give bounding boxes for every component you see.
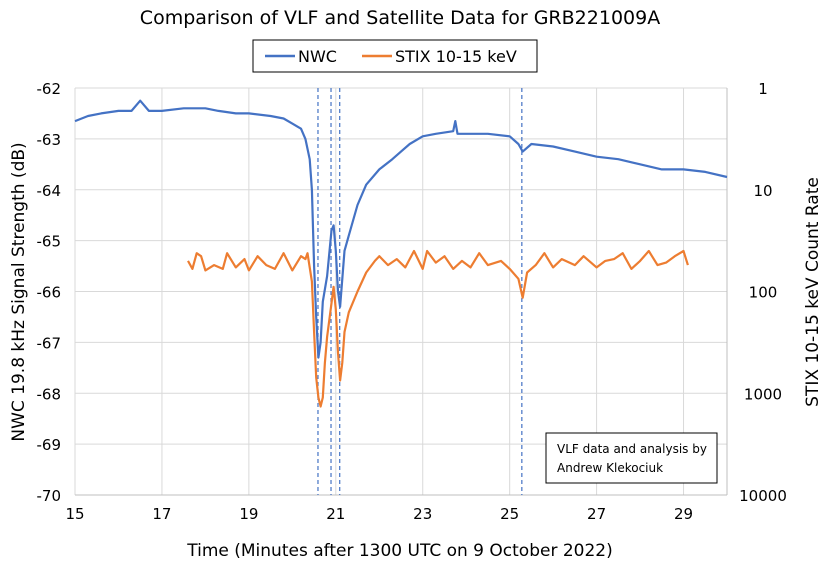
y2-tick-label: 10000: [739, 487, 787, 505]
y-tick-label: -67: [37, 334, 62, 352]
y2-axis-label: STIX 10-15 keV Count Rate: [803, 177, 823, 407]
x-tick-label: 15: [65, 505, 84, 523]
y2-tick-label: 10: [753, 182, 772, 200]
y-tick-label: -62: [37, 80, 62, 98]
nwc-line: [74, 99, 728, 359]
annotation: VLF data and analysis by Andrew Klekociu…: [545, 432, 718, 484]
annotation-box: [545, 432, 718, 484]
chart-title: Comparison of VLF and Satellite Data for…: [140, 7, 660, 29]
y-tick-label: -68: [37, 385, 62, 403]
stix-line: [187, 249, 689, 408]
x-tick-label: 23: [413, 505, 432, 523]
series-lines: [74, 99, 728, 408]
x-tick-label: 25: [500, 505, 519, 523]
y2-tick-label: 1: [758, 80, 768, 98]
annotation-line-1: VLF data and analysis by: [557, 442, 707, 456]
gridlines: [74, 87, 728, 496]
y-axis-label: NWC 19.8 kHz Signal Strength (dB): [9, 142, 29, 441]
legend-label-stix: STIX 10-15 keV: [395, 47, 517, 66]
annotation-line-2: Andrew Klekociuk: [557, 461, 663, 475]
y-tick-label: -64: [37, 182, 62, 200]
y-tick-label: -63: [37, 131, 62, 149]
y-tick-label: -70: [37, 487, 62, 505]
y-tick-label: -66: [37, 284, 62, 302]
y2-tick-label: 100: [749, 284, 778, 302]
y2-tick-label: 1000: [744, 385, 782, 403]
legend-box: [252, 39, 538, 73]
x-tick-label: 19: [239, 505, 258, 523]
y-tick-label: -69: [37, 436, 62, 454]
y-tick-label: -65: [37, 233, 62, 251]
x-tick-label: 21: [326, 505, 345, 523]
x-tick-label: 17: [152, 505, 171, 523]
x-tick-label: 29: [674, 505, 693, 523]
x-tick-label: 27: [587, 505, 606, 523]
legend-label-nwc: NWC: [298, 47, 337, 66]
legend: NWC STIX 10-15 keV: [252, 39, 538, 73]
x-axis-label: Time (Minutes after 1300 UTC on 9 Octobe…: [186, 541, 613, 561]
